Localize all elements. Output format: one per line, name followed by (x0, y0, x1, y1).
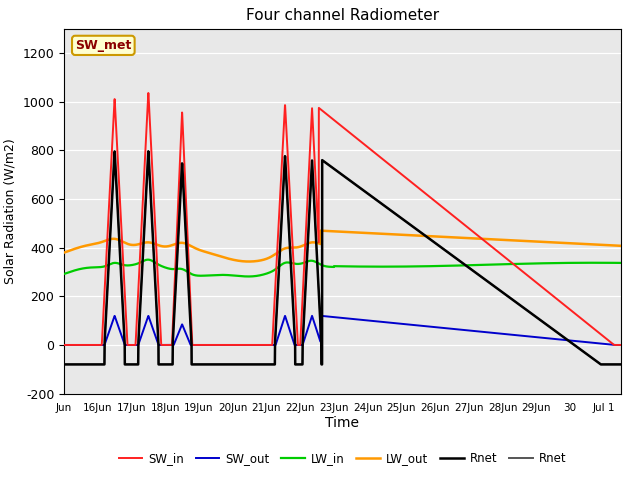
Line: Rnet: Rnet (64, 151, 621, 364)
SW_out (518, 333, 525, 339)
LW_out (518, 238, 526, 244)
SW_in (422, 191, 430, 197)
LW_in (60, 271, 68, 277)
Rnet (518, 304, 525, 310)
Rnet (518, 304, 525, 310)
Line: Rnet: Rnet (64, 151, 621, 364)
LW_in (161, 264, 169, 270)
LW_in (244, 274, 252, 279)
Rnet (161, 361, 169, 367)
SW_out (394, 321, 402, 326)
Rnet (60, 361, 68, 367)
SW_out (317, 313, 324, 319)
Rnet (422, 234, 430, 240)
Title: Four channel Radiometer: Four channel Radiometer (246, 9, 439, 24)
SW_in (60, 342, 68, 348)
LW_out (273, 250, 281, 256)
LW_out (476, 236, 483, 241)
SW_out (161, 342, 169, 348)
SW_in (394, 168, 402, 174)
LW_out (617, 243, 625, 249)
Rnet (273, 306, 281, 312)
LW_in (518, 261, 526, 267)
SW_out (60, 342, 68, 348)
Rnet (273, 306, 281, 312)
Line: LW_in: LW_in (64, 260, 621, 276)
Rnet (476, 273, 483, 278)
SW_out (617, 342, 625, 348)
SW_out (273, 338, 280, 344)
SW_in (145, 90, 152, 96)
Line: LW_out: LW_out (64, 231, 621, 262)
LW_out (161, 244, 169, 250)
LW_in (394, 264, 402, 269)
SW_in (617, 342, 625, 348)
Rnet (161, 361, 169, 367)
Rnet (422, 234, 430, 240)
SW_out (422, 324, 430, 329)
Rnet (145, 148, 152, 154)
Legend: SW_in, SW_out, LW_in, LW_out, Rnet, Rnet: SW_in, SW_out, LW_in, LW_out, Rnet, Rnet (114, 447, 571, 469)
LW_out (422, 233, 430, 239)
SW_in (273, 255, 281, 261)
Text: SW_met: SW_met (75, 39, 131, 52)
LW_in (422, 264, 430, 269)
Rnet (394, 213, 402, 219)
LW_in (273, 265, 281, 271)
LW_in (476, 262, 483, 268)
Y-axis label: Solar Radiation (W/m2): Solar Radiation (W/m2) (4, 138, 17, 284)
SW_out (476, 329, 483, 335)
Line: SW_in: SW_in (64, 93, 621, 345)
Rnet (394, 213, 402, 219)
SW_in (161, 342, 169, 348)
SW_in (518, 268, 525, 274)
Line: SW_out: SW_out (64, 316, 621, 345)
LW_out (60, 250, 68, 255)
Rnet (60, 361, 68, 367)
LW_out (317, 228, 324, 234)
LW_out (245, 259, 253, 264)
Rnet (617, 361, 625, 367)
LW_in (617, 260, 625, 266)
Rnet (476, 273, 483, 278)
SW_in (476, 234, 483, 240)
LW_in (144, 257, 152, 263)
Rnet (617, 361, 625, 367)
LW_out (394, 232, 402, 238)
Rnet (145, 148, 152, 154)
X-axis label: Time: Time (325, 416, 360, 430)
